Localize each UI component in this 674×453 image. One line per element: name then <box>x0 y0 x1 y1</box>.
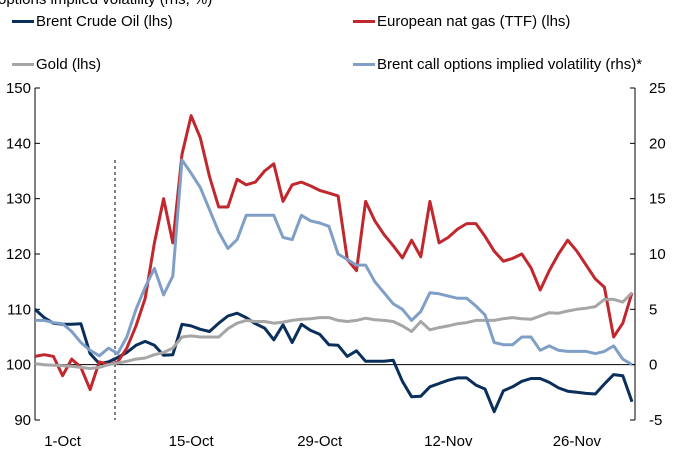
legend-label: European nat gas (TTF) (lhs) <box>377 13 571 30</box>
legend-swatch <box>12 63 34 66</box>
series-line <box>34 114 634 392</box>
y2-tick-label: 15 <box>649 191 666 208</box>
x-tick-label: 1-Oct <box>44 433 82 450</box>
y2-tick-label: -5 <box>649 412 662 429</box>
y2-tick-label: 25 <box>649 80 666 97</box>
y-tick-label: 150 <box>6 80 31 97</box>
y-tick-label: 130 <box>6 191 31 208</box>
y2-tick-label: 20 <box>649 135 666 152</box>
y-tick-label: 110 <box>7 301 31 318</box>
y2-tick-label: 10 <box>649 246 666 263</box>
legend-item: Brent Crude Oil (lhs) <box>12 12 332 31</box>
legend-swatch <box>353 63 375 66</box>
x-tick-label: 15-Oct <box>169 433 215 450</box>
y-tick-label: 120 <box>6 246 31 263</box>
x-tick-label: 26-Nov <box>553 433 602 450</box>
y2-tick-label: 5 <box>649 301 657 318</box>
legend-label: Gold (lhs) <box>36 56 102 73</box>
legend-item: European nat gas (TTF) (lhs) <box>353 12 673 31</box>
legend-label: Brent call options implied volatility (r… <box>377 56 643 73</box>
legend-swatch <box>353 20 375 23</box>
x-tick-label: 29-Oct <box>297 433 343 450</box>
y-tick-label: 100 <box>6 357 31 374</box>
series-line <box>34 291 634 370</box>
legend-item: Brent call options implied volatility (r… <box>353 55 643 74</box>
y-tick-label: 140 <box>6 135 31 152</box>
chart-title: options implied volatility (rhs, %) <box>0 0 212 8</box>
series-line <box>35 158 633 366</box>
legend-label: Brent Crude Oil (lhs) <box>36 13 173 30</box>
legend-item: Gold (lhs) <box>12 55 332 74</box>
y2-tick-label: 0 <box>649 357 657 374</box>
y-tick-label: 90 <box>14 412 31 429</box>
series-line <box>33 308 634 414</box>
x-tick-label: 12-Nov <box>424 433 473 450</box>
legend-swatch <box>12 20 34 23</box>
